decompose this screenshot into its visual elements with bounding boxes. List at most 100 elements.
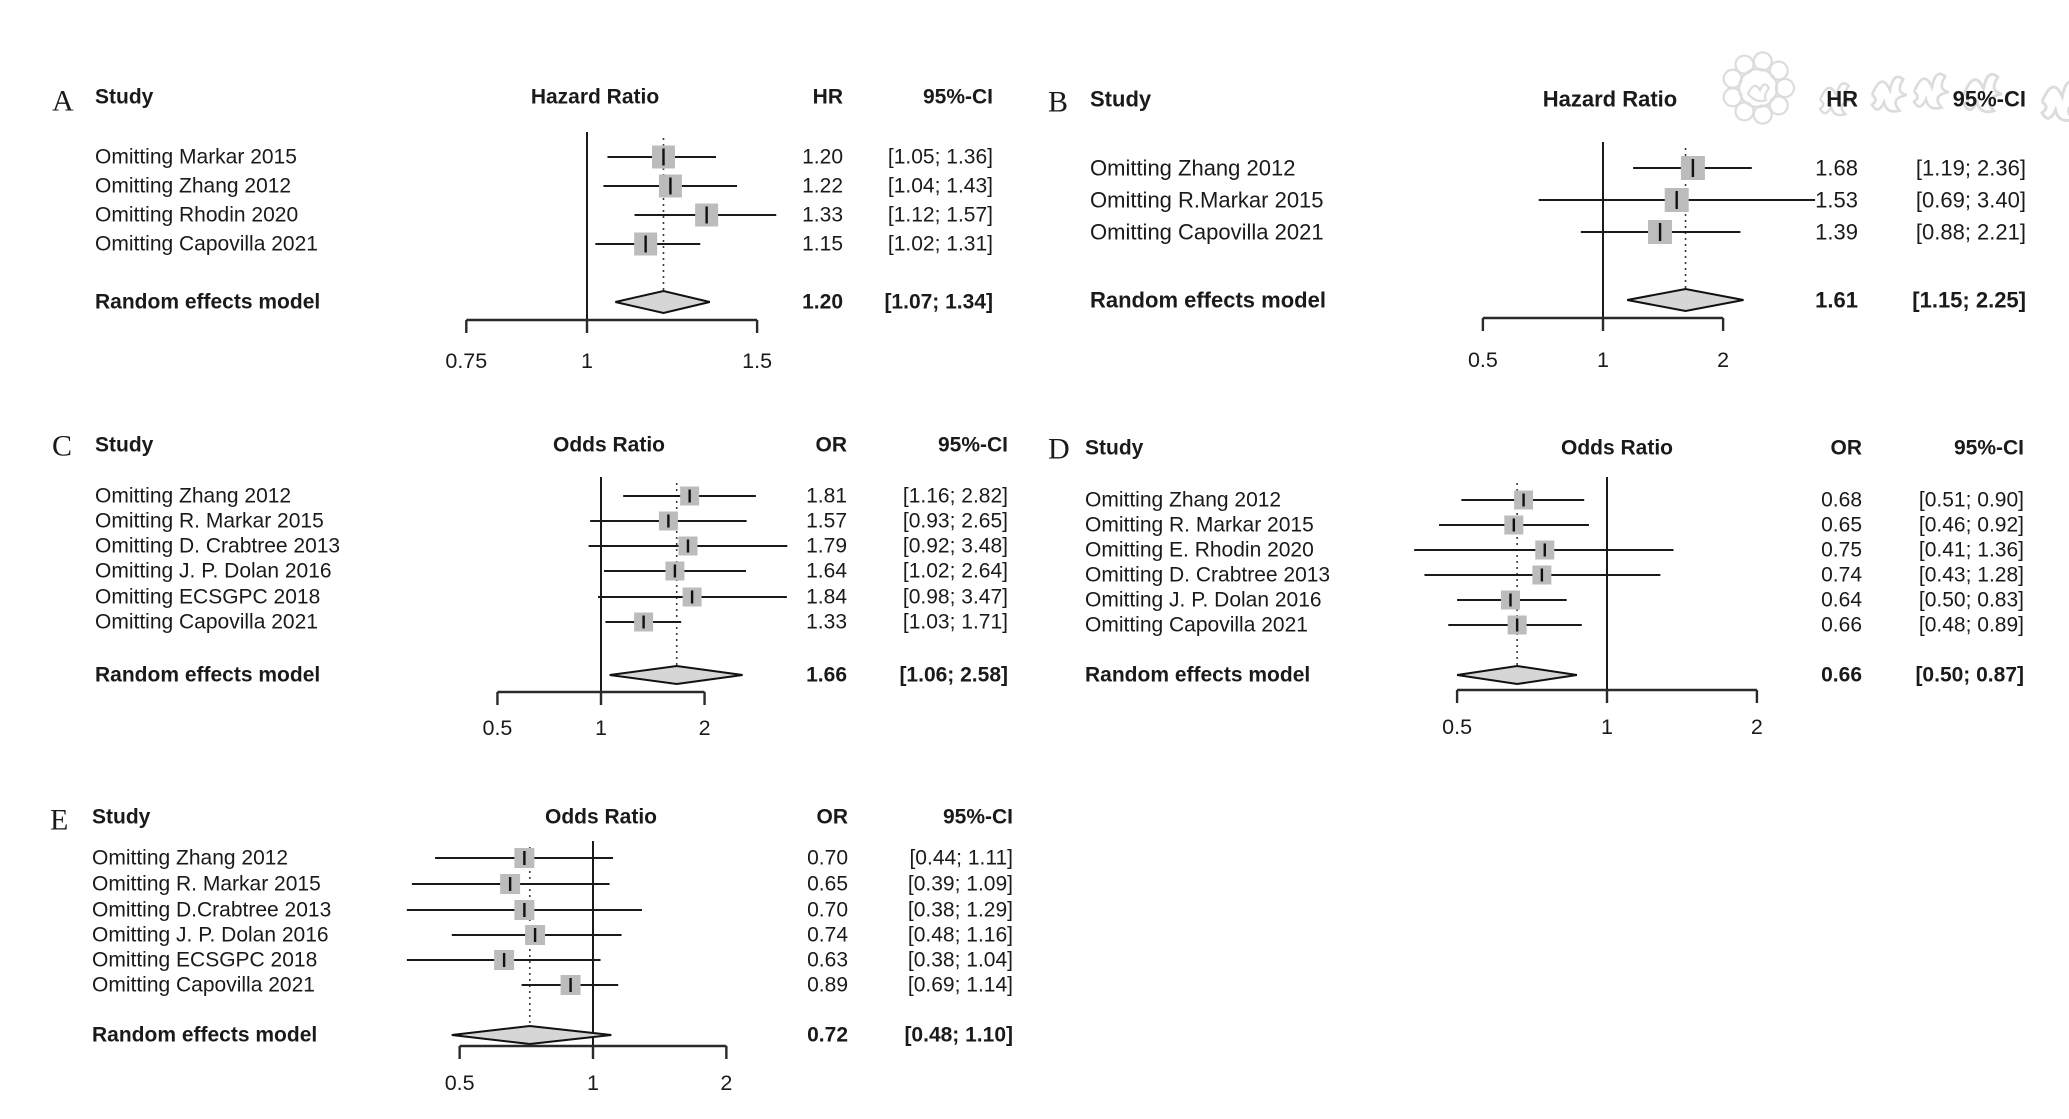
study-row: Omitting ECSGPC 2018 1.84 [0.98; 3.47] (95, 586, 1008, 609)
ci-column-header: 95%-CI (943, 806, 1013, 829)
axis-tick-label: 1.5 (742, 349, 772, 373)
estimate-value: 1.33 (802, 204, 843, 227)
axis-tick-label: 1 (1601, 715, 1613, 739)
study-label: Omitting Zhang 2012 (1085, 489, 1281, 512)
study-label: Omitting J. P. Dolan 2016 (1085, 589, 1322, 612)
panel-letter: C (52, 430, 72, 463)
pooled-ci-value: [1.07; 1.34] (884, 291, 993, 314)
watermark-seal-icon (1722, 51, 1796, 125)
ci-value: [0.46; 0.92] (1919, 514, 2024, 537)
panel-A: A Study Hazard Ratio HR 95%-CI Omitting Marka… (52, 85, 993, 374)
estimate-value: 1.39 (1815, 220, 1858, 245)
estimate-column-header: OR (817, 806, 849, 829)
pooled-estimate-value: 1.20 (802, 291, 843, 314)
ci-value: [0.38; 1.04] (908, 949, 1013, 972)
pooled-diamond (1456, 664, 1578, 686)
pooled-diamond (451, 1024, 612, 1046)
ci-column-header: 95%-CI (938, 434, 1008, 457)
ci-value: [0.41; 1.36] (1919, 539, 2024, 562)
effect-measure-header: Odds Ratio (1561, 437, 1673, 460)
axis-tick-label: 1 (581, 349, 593, 373)
study-column-header: Study (1090, 87, 1152, 112)
panel-D: D Study Odds Ratio OR 95%-CI Omitting Zhang 2… (1048, 433, 2024, 740)
ci-value: [0.93; 2.65] (903, 510, 1008, 533)
estimate-value: 1.68 (1815, 156, 1858, 181)
pooled-diamond (609, 664, 743, 686)
study-row: Omitting E. Rhodin 2020 0.75 [0.41; 1.36] (1085, 539, 2024, 562)
study-label: Omitting Capovilla 2021 (95, 233, 318, 256)
panel-letter: A (52, 85, 74, 118)
pooled-label: Random effects model (92, 1024, 317, 1047)
pooled-estimate-value: 0.72 (807, 1024, 848, 1047)
study-row: Omitting J. P. Dolan 2016 0.64 [0.50; 0.83… (1085, 589, 2024, 612)
study-label: Omitting Capovilla 2021 (1085, 614, 1308, 637)
study-row: Omitting ECSGPC 2018 0.63 [0.38; 1.04] (92, 949, 1013, 972)
axis-tick-label: 0.5 (445, 1071, 475, 1095)
study-label: Omitting ECSGPC 2018 (92, 949, 317, 972)
study-label: Omitting D. Crabtree 2013 (95, 535, 340, 558)
estimate-value: 1.57 (806, 510, 847, 533)
study-column-header: Study (95, 86, 154, 109)
axis-tick-label: 1 (587, 1071, 599, 1095)
study-label: Omitting R.Markar 2015 (1090, 188, 1324, 213)
ci-value: [0.38; 1.29] (908, 899, 1013, 922)
study-label: Omitting Rhodin 2020 (95, 204, 298, 227)
seal-scallop (1752, 51, 1773, 72)
panel-letter: D (1048, 433, 1070, 466)
study-row: Omitting Capovilla 2021 0.66 [0.48; 0.89] (1085, 614, 2024, 637)
pooled-ci-value: [1.06; 2.58] (899, 664, 1008, 687)
estimate-value: 1.81 (806, 485, 847, 508)
pooled-ci-value: [0.48; 1.10] (904, 1024, 1013, 1047)
study-label: Omitting D. Crabtree 2013 (1085, 564, 1330, 587)
estimate-column-header: OR (1831, 437, 1863, 460)
estimate-value: 1.22 (802, 175, 843, 198)
ci-value: [1.12; 1.57] (888, 204, 993, 227)
x-axis: 0.5 1 2 (1468, 316, 1729, 372)
study-row: Omitting Zhang 2012 1.22 [1.04; 1.43] (95, 174, 993, 198)
panel-E: E Study Odds Ratio OR 95%-CI Omitting Zhang 2… (50, 804, 1013, 1096)
ci-column-header: 95%-CI (1953, 87, 2026, 112)
pooled-label: Random effects model (1085, 664, 1310, 687)
pooled-ci-value: [0.50; 0.87] (1915, 664, 2024, 687)
axis-tick-label: 0.5 (1442, 715, 1472, 739)
study-row: Omitting Rhodin 2020 1.33 [1.12; 1.57] (95, 203, 993, 227)
study-label: Omitting Capovilla 2021 (92, 974, 315, 997)
estimate-value: 1.64 (806, 560, 847, 583)
estimate-value: 0.70 (807, 899, 848, 922)
watermark-script-glyph (1870, 75, 1908, 113)
ci-value: [1.02; 1.31] (888, 233, 993, 256)
study-label: Omitting R. Markar 2015 (1085, 514, 1314, 537)
study-label: Omitting E. Rhodin 2020 (1085, 539, 1314, 562)
seal-scallop (1752, 104, 1773, 125)
study-label: Omitting Zhang 2012 (1090, 156, 1295, 181)
estimate-value: 1.20 (802, 146, 843, 169)
study-label: Omitting Zhang 2012 (95, 485, 291, 508)
study-row: Omitting Capovilla 2021 1.39 [0.88; 2.21] (1090, 220, 2026, 245)
study-label: Omitting Capovilla 2021 (95, 611, 318, 634)
ci-value: [1.04; 1.43] (888, 175, 993, 198)
seal-scallop (1768, 95, 1789, 116)
seal-scallop (1774, 77, 1796, 99)
estimate-value: 0.70 (807, 847, 848, 870)
ci-value: [1.03; 1.71] (903, 611, 1008, 634)
study-row: Omitting Capovilla 2021 1.15 [1.02; 1.31] (95, 232, 993, 256)
study-row: Omitting J. P. Dolan 2016 1.64 [1.02; 2.64… (95, 560, 1008, 583)
ci-value: [0.69; 3.40] (1916, 188, 2026, 213)
study-column-header: Study (1085, 437, 1144, 460)
study-label: Omitting Markar 2015 (95, 146, 297, 169)
ci-value: [1.19; 2.36] (1916, 156, 2026, 181)
estimate-value: 1.15 (802, 233, 843, 256)
pooled-diamond (615, 289, 711, 315)
seal-inner-circle (1737, 67, 1779, 109)
study-row: Omitting Zhang 2012 0.70 [0.44; 1.11] (92, 847, 1013, 870)
ci-value: [0.88; 2.21] (1916, 220, 2026, 245)
ci-column-header: 95%-CI (923, 86, 993, 109)
study-label: Omitting Capovilla 2021 (1090, 220, 1324, 245)
watermark-script-glyph (1818, 82, 1853, 117)
pooled-row: Random effects model 1.61 [1.15; 2.25] (1090, 288, 2026, 313)
estimate-value: 0.65 (807, 873, 848, 896)
ci-value: [0.92; 3.48] (903, 535, 1008, 558)
estimate-value: 0.68 (1821, 489, 1862, 512)
study-row: Omitting Capovilla 2021 1.33 [1.03; 1.71] (95, 611, 1008, 634)
panel-letter: E (50, 804, 68, 837)
